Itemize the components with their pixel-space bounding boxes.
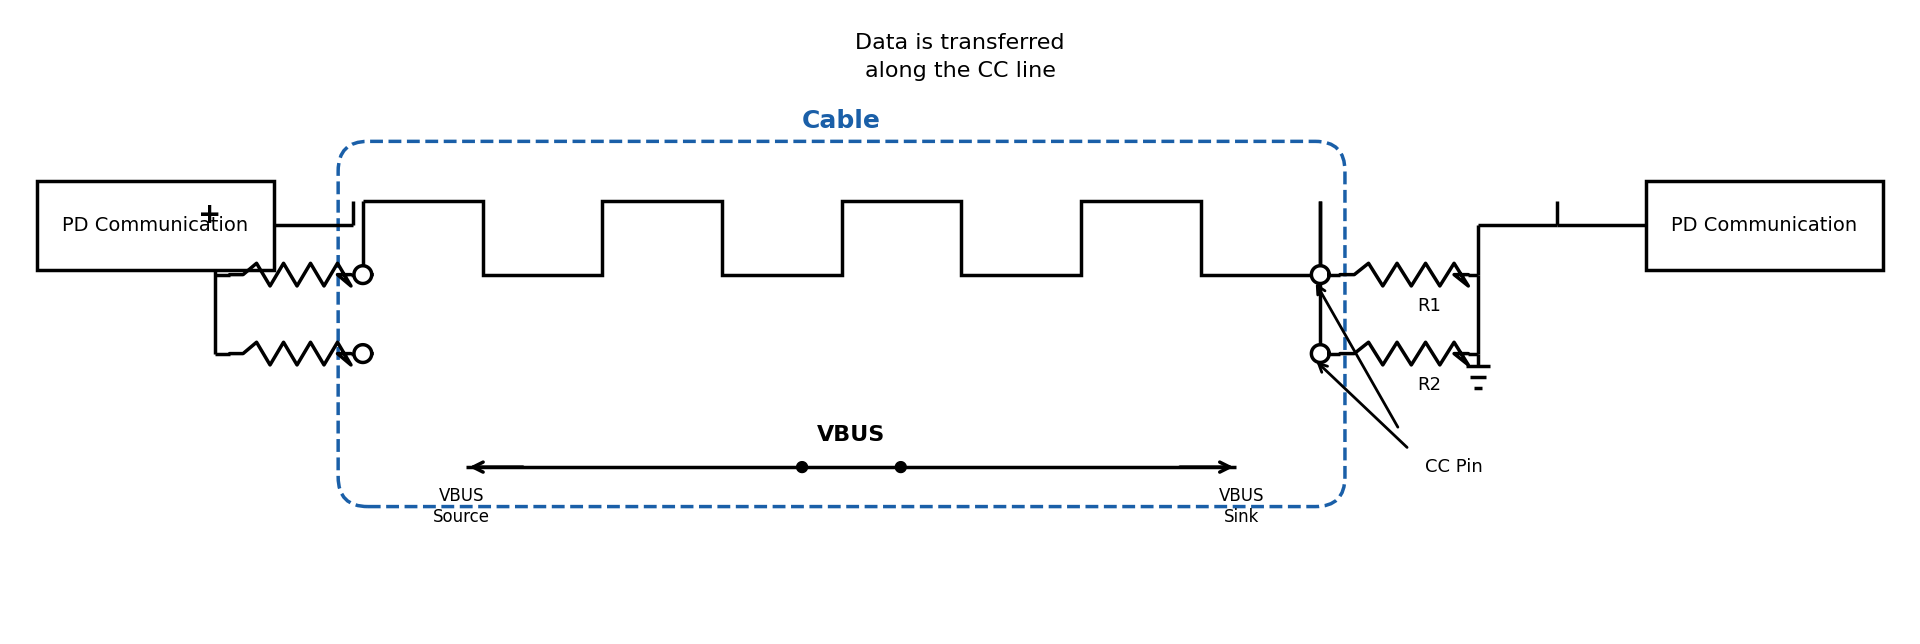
Text: PD Communication: PD Communication [1672, 216, 1857, 235]
Polygon shape [895, 462, 906, 473]
FancyBboxPatch shape [1645, 181, 1884, 270]
Text: CC Pin: CC Pin [1425, 458, 1482, 476]
Polygon shape [353, 266, 372, 283]
Text: R1: R1 [1417, 298, 1440, 315]
Polygon shape [797, 462, 808, 473]
Text: VBUS
Source: VBUS Source [434, 487, 490, 526]
Text: PD Communication: PD Communication [63, 216, 248, 235]
Text: Data is transferred
along the CC line: Data is transferred along the CC line [854, 33, 1066, 82]
Text: VBUS
Sink: VBUS Sink [1219, 487, 1263, 526]
Polygon shape [353, 345, 372, 363]
Text: VBUS: VBUS [818, 426, 885, 446]
Text: Cable: Cable [803, 109, 881, 133]
Polygon shape [1311, 345, 1329, 363]
Polygon shape [1311, 266, 1329, 283]
Text: +: + [198, 202, 221, 229]
Text: R2: R2 [1417, 376, 1440, 394]
FancyBboxPatch shape [36, 181, 275, 270]
